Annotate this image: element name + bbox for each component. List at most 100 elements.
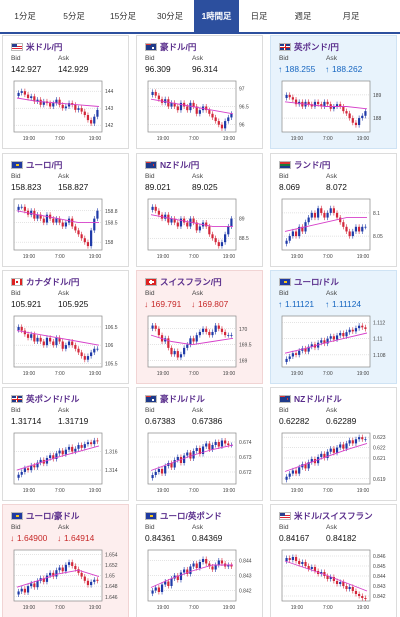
- candle-body: [151, 590, 154, 594]
- tab-5min[interactable]: 5分足: [63, 11, 85, 21]
- tab-1min[interactable]: 1分足: [14, 11, 36, 21]
- candle-body: [326, 576, 329, 579]
- mini-chart[interactable]: 0.674 0.673 0.672 19:00 7:00 19:00: [142, 430, 259, 498]
- currency-pair-link[interactable]: 米ドル/スイスフラン: [294, 511, 373, 521]
- nz-flag-icon: [279, 395, 291, 403]
- currency-pair-link[interactable]: 英ポンド/円: [294, 42, 339, 52]
- tab-15min[interactable]: 15分足: [109, 11, 137, 21]
- moving-average-line: [284, 442, 368, 472]
- candle-body: [42, 218, 45, 223]
- mini-chart[interactable]: 0.623 0.622 0.621 0.619 19:00 7:00 19:00: [276, 430, 393, 498]
- rate-card[interactable]: NZドル/ドル Bid Ask 0.62282 0.62289 0.623 0.622 0.6…: [270, 387, 397, 501]
- mini-chart[interactable]: 0.846 0.845 0.844 0.843 0.842 19:00 7:00 19:00: [276, 547, 393, 615]
- candle-body: [285, 358, 288, 362]
- rate-card[interactable]: ユーロ/円 Bid Ask 158.823 158.827 158.8 158.5 158 19…: [2, 153, 129, 267]
- mini-chart[interactable]: 1.316 1.314 19:00 7:00 19:00: [8, 430, 125, 498]
- tab-1hour[interactable]: 1時間足: [194, 0, 239, 34]
- x-tick-label: 19:00: [291, 371, 304, 377]
- currency-pair-link[interactable]: 英ポンド/ドル: [26, 394, 80, 404]
- ask-value: 142.929: [58, 64, 89, 74]
- rate-card[interactable]: ユーロ/英ポンド Bid Ask 0.84361 0.84369 0.844 0.843 0.…: [136, 504, 263, 617]
- candle-body: [298, 350, 301, 355]
- candle-body: [170, 218, 173, 223]
- currency-pair-link[interactable]: 豪ドル/円: [160, 42, 197, 52]
- candle-body: [307, 566, 310, 569]
- plot-frame: [13, 198, 103, 251]
- currency-pair-link[interactable]: ユーロ/ドル: [294, 277, 339, 287]
- candle-body: [288, 558, 291, 560]
- rate-card[interactable]: 豪ドル/円 Bid Ask 96.309 96.314 97 96.5 96 19:00 7:00…: [136, 35, 263, 149]
- currency-pair-link[interactable]: NZドル/円: [160, 160, 200, 170]
- tab-daily[interactable]: 日足: [250, 11, 268, 21]
- candle-body: [205, 559, 208, 564]
- candle-body: [285, 476, 288, 480]
- currency-pair-link[interactable]: 米ドル/円: [26, 42, 63, 52]
- rate-card[interactable]: 英ポンド/ドル Bid Ask 1.31714 1.31719 1.316 1.314 19:…: [2, 387, 129, 501]
- bid-value: 169.791: [151, 299, 182, 309]
- mini-chart[interactable]: 158.8 158.5 158 19:00 7:00 19:00: [8, 196, 125, 264]
- candle-body: [77, 230, 80, 235]
- currency-pair-link[interactable]: NZドル/ドル: [294, 394, 342, 404]
- candle-body: [335, 212, 339, 218]
- candle-body: [335, 335, 339, 340]
- candle-body: [313, 567, 317, 571]
- us-flag-icon: [279, 512, 291, 520]
- currency-pair-link[interactable]: ランド/円: [294, 160, 331, 170]
- rate-card[interactable]: 米ドル/スイスフラン Bid Ask 0.84167 0.84182 0.846 0.845…: [270, 504, 397, 617]
- mini-chart[interactable]: 170 169.5 169 19:00 7:00 19:00: [142, 313, 259, 381]
- candlestick-chart: 1.112 1.11 1.108 19:00 7:00 19:00: [281, 315, 386, 377]
- ask-label: Ask: [58, 173, 69, 180]
- mini-chart[interactable]: 1.112 1.11 1.108 19:00 7:00 19:00: [276, 313, 393, 381]
- currency-pair-link[interactable]: ユーロ/円: [26, 160, 63, 170]
- rate-card[interactable]: 米ドル/円 Bid Ask 142.927 142.929 144 143 142 19:00 7…: [2, 35, 129, 149]
- candle-body: [23, 468, 26, 472]
- candle-body: [52, 455, 55, 459]
- tab-monthly[interactable]: 月足: [342, 11, 360, 21]
- mini-chart[interactable]: 106.5 106 105.5 19:00 7:00 19:00: [8, 313, 125, 381]
- currency-pair-link[interactable]: スイスフラン/円: [160, 277, 222, 287]
- mini-chart[interactable]: 0.844 0.843 0.842 19:00 7:00 19:00: [142, 547, 259, 615]
- rate-card[interactable]: NZドル/円 Bid Ask 89.021 89.025 89 88.5 19:00 7:00 1…: [136, 153, 263, 267]
- tab-30min[interactable]: 30分足: [156, 11, 184, 21]
- mini-chart[interactable]: 97 96.5 96 19:00 7:00 19:00: [142, 78, 259, 146]
- candle-body: [291, 470, 294, 474]
- currency-pair-link[interactable]: 豪ドル/ドル: [160, 394, 205, 404]
- rate-card[interactable]: ランド/円 Bid Ask 8.069 8.072 8.1 8.05 19:00 7:00 19:…: [270, 153, 397, 267]
- candle-body: [164, 581, 167, 585]
- bid-value: 8.069: [279, 182, 300, 192]
- mini-chart[interactable]: 89 88.5 19:00 7:00 19:00: [142, 196, 259, 264]
- mini-chart[interactable]: 1.654 1.652 1.65 1.648 1.646 19:00 7:00 19:00: [8, 547, 125, 615]
- candle-body: [74, 226, 77, 231]
- candle-body: [220, 124, 224, 129]
- za-flag-icon: [279, 161, 291, 169]
- rate-card[interactable]: カナダドル/円 Bid Ask 105.921 105.925 106.5 106 105.5…: [2, 270, 129, 384]
- rate-card[interactable]: ユーロ/ドル Bid Ask ↑ 1.11121 ↑ 1.11124 1.112 1.11 1.1…: [270, 270, 397, 384]
- candle-body: [64, 564, 67, 572]
- mini-chart[interactable]: 144 143 142 19:00 7:00 19:00: [8, 78, 125, 146]
- candle-body: [77, 108, 80, 110]
- currency-pair-link[interactable]: ユーロ/豪ドル: [26, 511, 80, 521]
- candle-body: [86, 442, 90, 445]
- x-tick-label: 7:00: [55, 371, 65, 377]
- candle-body: [90, 442, 93, 445]
- x-tick-label: 7:00: [55, 605, 65, 611]
- mini-chart[interactable]: 8.1 8.05 19:00 7:00 19:00: [276, 196, 393, 264]
- rate-card[interactable]: 豪ドル/ドル Bid Ask 0.67383 0.67386 0.674 0.673 0.67…: [136, 387, 263, 501]
- mini-chart[interactable]: 189 188 19:00 7:00 19:00: [276, 78, 393, 146]
- currency-pair-link[interactable]: ユーロ/英ポンド: [160, 511, 222, 521]
- candle-body: [26, 468, 30, 471]
- candle-body: [224, 234, 227, 243]
- tab-weekly[interactable]: 週足: [294, 11, 312, 21]
- gb-flag-icon: [11, 395, 23, 403]
- rate-card[interactable]: 英ポンド/円 Bid Ask ↑ 188.255 ↑ 188.262 189 188 19:00 7…: [270, 35, 397, 149]
- candle-body: [198, 226, 201, 231]
- rate-card[interactable]: スイスフラン/円 Bid Ask ↓ 169.791 ↓ 169.807 170 169.5 16…: [136, 270, 263, 384]
- candle-body: [354, 122, 358, 126]
- candle-body: [220, 560, 224, 564]
- candle-body: [42, 101, 45, 105]
- candle-body: [30, 465, 33, 471]
- candle-body: [342, 222, 345, 227]
- rate-card[interactable]: ユーロ/豪ドル Bid Ask ↓ 1.64900 ↓ 1.64914 1.654 1.652 1…: [2, 504, 129, 617]
- candlestick-chart: 1.316 1.314 19:00 7:00 19:00: [13, 432, 118, 494]
- currency-pair-link[interactable]: カナダドル/円: [26, 277, 80, 287]
